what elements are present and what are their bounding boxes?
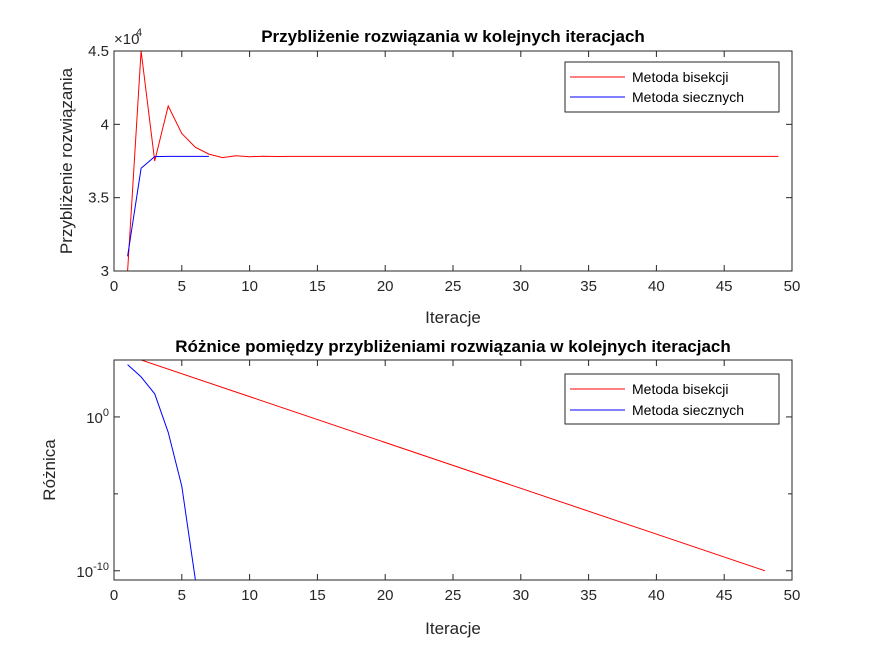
legend-box-2 [564,373,780,425]
x-tick-label: 50 [784,587,801,604]
x-axis-label-1: Iteracje [425,308,481,327]
x-tick-label: 20 [377,278,394,295]
series-line-bisection [139,360,766,572]
y-tick-label: 10-10 [76,561,109,581]
chart-title-2: Różnice pomiędzy przybliżeniami rozwiąza… [175,337,731,356]
x-tick-label: 45 [716,278,733,295]
series-line-secant [127,364,196,580]
x-tick-label: 40 [648,587,665,604]
x-tick-label: 45 [716,587,733,604]
x-tick-label: 50 [784,278,801,295]
x-tick-label: 15 [309,278,326,295]
x-tick-label: 15 [309,587,326,604]
legend-entry-secant-2: Metoda siecznych [632,402,744,418]
x-ticks-1: 0 5 10 15 20 25 30 35 40 45 50 [110,51,801,295]
y-tick-label: 4.5 [88,43,109,60]
subplot-approximation: 0 5 10 15 20 25 30 35 40 45 50 3 3.5 4 4.5 Przybliżen… [57,27,800,327]
x-tick-label: 20 [377,587,394,604]
x-tick-label: 0 [110,278,118,295]
y-ticks-1: 3 3.5 4 4.5 [88,43,792,280]
x-tick-label: 5 [178,587,186,604]
legend-2: Metoda bisekcji Metoda siecznych [564,373,780,425]
x-tick-label: 25 [445,587,462,604]
y-tick-label: 100 [86,407,109,427]
subplot-differences: 0 5 10 15 20 25 30 35 40 45 50 100 10-10 Różnice po… [40,337,800,638]
legend-box-1 [564,61,780,113]
series-lines-1 [127,51,779,271]
legend-entry-secant-1: Metoda siecznych [632,89,744,105]
x-tick-label: 10 [241,278,258,295]
x-tick-label: 25 [445,278,462,295]
y-axis-label-1: Przybliżenie rozwiązania [57,67,76,254]
y-exponent-power: 4 [136,27,142,39]
x-tick-label: 35 [580,587,597,604]
legend-1: Metoda bisekcji Metoda siecznych [564,61,780,113]
y-exponent-label: ×10 4 [114,27,142,48]
x-tick-label: 30 [512,587,529,604]
axes-box-2 [113,359,793,581]
y-tick-label: 4 [101,116,109,133]
y-tick-label: 3.5 [88,190,109,207]
x-tick-label: 35 [580,278,597,295]
x-tick-label: 10 [241,587,258,604]
series-line-secant [127,155,209,257]
y-axis-label-2: Różnica [40,439,59,501]
y-exponent-base: ×10 [114,31,139,48]
y-ticks-2: 100 10-10 [76,407,792,581]
x-ticks-2: 0 5 10 15 20 25 30 35 40 45 50 [110,360,801,604]
chart-title-1: Przybliżenie rozwiązania w kolejnych ite… [261,27,645,46]
x-tick-label: 30 [512,278,529,295]
x-tick-label: 40 [648,278,665,295]
y-tick-label: 3 [101,263,109,280]
x-tick-label: 0 [110,587,118,604]
legend-entry-bisection-2: Metoda bisekcji [632,381,729,397]
axes-box-1 [113,50,793,272]
series-lines-2 [127,360,766,580]
x-tick-label: 5 [178,278,186,295]
legend-entry-bisection-1: Metoda bisekcji [632,69,729,85]
series-line-bisection [127,51,779,271]
x-axis-label-2: Iteracje [425,619,481,638]
